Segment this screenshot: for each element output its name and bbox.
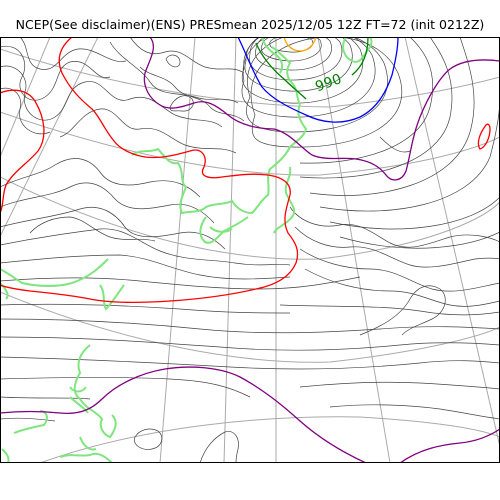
- graticule-meridians: [0, 37, 500, 463]
- contour-label-990: 990: [313, 71, 344, 95]
- isobars-thin: [0, 37, 500, 463]
- map-frame: 990: [0, 37, 500, 463]
- graticule-parallels: [0, 48, 500, 463]
- isobars-red: [0, 37, 491, 303]
- map-border: [0, 37, 500, 463]
- isobars-purple: [0, 37, 500, 463]
- coastlines: [0, 37, 373, 463]
- pressure-map: 990: [0, 37, 500, 463]
- isobars-green: [255, 37, 369, 100]
- isobars-blue: [237, 37, 399, 123]
- map-title: NCEP(See disclaimer)(ENS) PRESmean 2025/…: [15, 17, 485, 32]
- isobars-orange: [283, 37, 317, 52]
